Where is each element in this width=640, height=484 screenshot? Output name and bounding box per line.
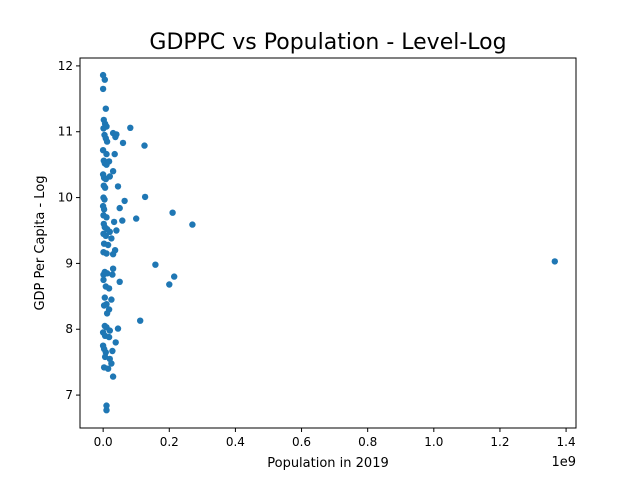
data-point-58 — [103, 250, 110, 257]
data-point-66 — [171, 273, 178, 280]
y-tick-label: 10 — [58, 191, 73, 205]
data-point-14 — [113, 131, 120, 138]
data-point-80 — [114, 325, 122, 332]
data-point-30 — [101, 184, 109, 191]
data-point-94 — [108, 360, 115, 367]
data-point-15 — [119, 139, 127, 147]
data-point-60 — [152, 261, 159, 268]
data-point-3 — [102, 105, 110, 112]
data-point-39 — [169, 209, 176, 216]
y-tick-label: 8 — [65, 322, 73, 336]
x-tick-label: 1.4 — [557, 435, 576, 449]
chart-title: GDPPC vs Population - Level-Log — [149, 30, 506, 55]
data-point-49 — [106, 228, 114, 235]
data-point-7 — [100, 125, 107, 132]
data-points — [99, 71, 558, 414]
data-point-61 — [109, 265, 117, 272]
y-tick-label: 7 — [65, 388, 73, 402]
data-point-27 — [106, 173, 114, 180]
plot-area — [80, 58, 576, 428]
x-tick-label: 0.6 — [292, 435, 311, 449]
data-point-79 — [137, 317, 144, 324]
data-point-43 — [133, 215, 140, 222]
data-point-50 — [113, 227, 120, 234]
data-point-65 — [109, 271, 116, 278]
x-tick-label: 1.0 — [424, 435, 443, 449]
data-point-40 — [189, 221, 196, 228]
data-point-76 — [100, 302, 108, 309]
data-point-35 — [121, 197, 128, 205]
y-tick-label: 9 — [65, 256, 73, 270]
y-axis-label: GDP Per Capita - Log — [33, 175, 48, 310]
x-axis-offset-text: 1e9 — [551, 455, 576, 470]
data-point-83 — [106, 327, 114, 334]
data-point-55 — [104, 241, 112, 249]
data-point-13 — [127, 124, 134, 131]
x-tick-label: 0.2 — [160, 435, 179, 449]
data-point-86 — [105, 333, 113, 341]
data-point-52 — [102, 232, 110, 239]
data-point-37 — [100, 206, 108, 213]
data-point-44 — [119, 217, 126, 224]
x-tick-label: 0.0 — [94, 435, 113, 449]
y-tick-label: 11 — [58, 125, 73, 139]
data-point-91 — [109, 347, 116, 355]
data-point-53 — [108, 235, 115, 242]
data-point-45 — [110, 218, 118, 226]
data-point-1 — [101, 76, 109, 83]
data-point-16 — [141, 142, 148, 149]
data-point-72 — [551, 258, 558, 265]
data-point-38 — [116, 204, 123, 212]
data-point-74 — [108, 296, 115, 303]
data-point-99 — [103, 407, 110, 414]
data-point-78 — [103, 310, 111, 317]
data-point-32 — [141, 193, 149, 201]
data-point-64 — [103, 270, 111, 277]
data-point-69 — [100, 276, 107, 284]
x-tick-label: 1.2 — [490, 435, 509, 449]
data-point-31 — [114, 183, 122, 190]
data-point-28 — [109, 168, 117, 175]
data-point-87 — [112, 339, 119, 346]
data-point-59 — [109, 251, 117, 258]
data-point-19 — [111, 150, 118, 158]
data-point-42 — [103, 214, 110, 221]
data-point-71 — [105, 285, 113, 292]
data-point-18 — [103, 150, 110, 158]
data-point-98 — [103, 402, 110, 409]
data-point-67 — [116, 278, 123, 285]
data-point-12 — [103, 138, 111, 145]
plot-frame — [79, 57, 577, 429]
x-axis-label: Population in 2019 — [267, 456, 389, 471]
y-tick-label: 12 — [58, 59, 73, 73]
data-point-34 — [101, 196, 108, 203]
data-point-96 — [104, 365, 112, 372]
x-tick-label: 0.8 — [358, 435, 377, 449]
data-point-2 — [99, 85, 107, 93]
data-point-68 — [166, 281, 173, 288]
y-axis-ticks: 7 8 9 10 11 12 — [58, 59, 80, 402]
x-tick-label: 0.4 — [226, 435, 245, 449]
data-point-73 — [101, 294, 109, 301]
data-point-23 — [105, 158, 113, 165]
x-axis-ticks: 0.0 0.2 0.4 0.6 0.8 1.0 1.2 1.4 — [94, 428, 576, 449]
data-point-97 — [109, 373, 117, 380]
